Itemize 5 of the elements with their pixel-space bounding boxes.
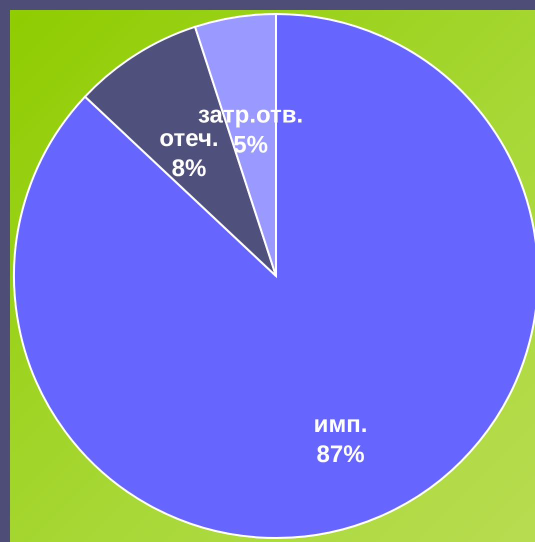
data-label: 5% <box>233 132 268 159</box>
slice-label: имп. <box>314 411 368 438</box>
data-label: 87% <box>316 441 365 468</box>
data-label: 8% <box>172 154 206 182</box>
slice-label: отеч. <box>159 124 219 152</box>
